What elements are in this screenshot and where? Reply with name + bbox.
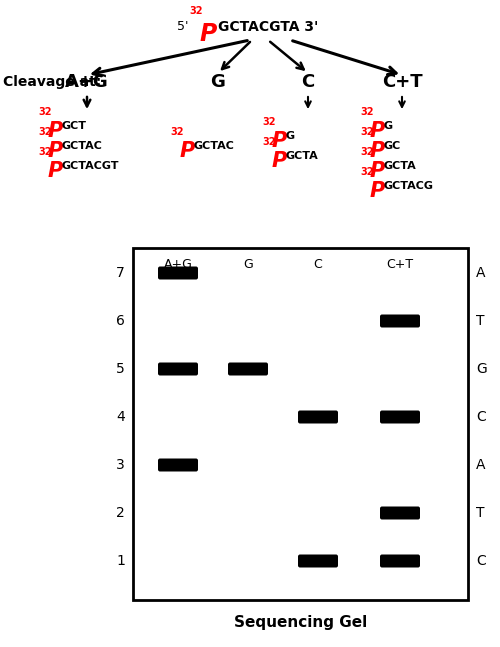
Text: 32: 32 [262, 117, 276, 127]
Text: A+G: A+G [65, 73, 109, 91]
Text: G: G [243, 259, 253, 272]
Bar [133, 248, 468, 600]
FancyBboxPatch shape [298, 554, 338, 567]
Text: T: T [476, 506, 484, 520]
Text: GCTAC: GCTAC [61, 141, 102, 151]
Text: GCTAC: GCTAC [193, 141, 234, 151]
FancyBboxPatch shape [380, 314, 420, 327]
FancyBboxPatch shape [158, 459, 198, 472]
Text: 7: 7 [116, 266, 125, 280]
Text: P: P [180, 141, 195, 161]
Text: 32: 32 [360, 167, 374, 177]
Text: P: P [48, 121, 63, 141]
Text: GC: GC [383, 141, 400, 151]
Text: 32: 32 [360, 127, 374, 137]
Text: 6: 6 [116, 314, 125, 328]
Text: 32: 32 [38, 147, 52, 157]
FancyBboxPatch shape [380, 554, 420, 567]
FancyBboxPatch shape [158, 362, 198, 375]
Text: P: P [370, 141, 385, 161]
Text: 32: 32 [262, 137, 276, 147]
Text: 32: 32 [38, 127, 52, 137]
Text: G: G [476, 362, 487, 376]
Text: C+T: C+T [382, 73, 422, 91]
Text: Sequencing Gel: Sequencing Gel [234, 615, 367, 630]
Text: 32: 32 [360, 107, 374, 117]
Text: P: P [370, 161, 385, 181]
Text: 5: 5 [116, 362, 125, 376]
Text: A: A [476, 458, 486, 472]
Text: P: P [272, 151, 287, 171]
Text: T: T [476, 314, 484, 328]
Text: 3: 3 [116, 458, 125, 472]
Text: G: G [285, 131, 294, 141]
Text: 5': 5' [176, 20, 188, 33]
Text: C: C [476, 554, 486, 568]
Text: GCTACGT: GCTACGT [61, 161, 118, 171]
FancyBboxPatch shape [380, 410, 420, 424]
Text: GCTA: GCTA [285, 151, 318, 161]
Text: P: P [200, 22, 218, 46]
Text: 32: 32 [189, 6, 202, 16]
Text: A+G: A+G [164, 259, 192, 272]
Text: 4: 4 [116, 410, 125, 424]
FancyBboxPatch shape [228, 362, 268, 375]
Text: 32: 32 [360, 147, 374, 157]
Text: P: P [48, 161, 63, 181]
Text: G: G [210, 73, 226, 91]
Text: C: C [476, 410, 486, 424]
Text: C+T: C+T [386, 259, 413, 272]
Text: G: G [383, 121, 392, 131]
Text: Cleavage at:: Cleavage at: [3, 75, 101, 89]
FancyBboxPatch shape [158, 267, 198, 280]
Text: 32: 32 [170, 127, 183, 137]
Text: GCTA: GCTA [383, 161, 416, 171]
Text: P: P [370, 121, 385, 141]
Text: GCTACG: GCTACG [383, 181, 433, 191]
Text: P: P [48, 141, 63, 161]
FancyBboxPatch shape [298, 410, 338, 424]
Text: P: P [272, 131, 287, 151]
Text: GCTACGTA 3': GCTACGTA 3' [218, 20, 318, 34]
Text: P: P [370, 181, 385, 201]
Text: A: A [476, 266, 486, 280]
Text: C: C [314, 259, 322, 272]
Text: 2: 2 [116, 506, 125, 520]
Text: 32: 32 [38, 107, 52, 117]
Text: GCT: GCT [61, 121, 86, 131]
Text: C: C [302, 73, 314, 91]
FancyBboxPatch shape [380, 507, 420, 520]
Text: 1: 1 [116, 554, 125, 568]
